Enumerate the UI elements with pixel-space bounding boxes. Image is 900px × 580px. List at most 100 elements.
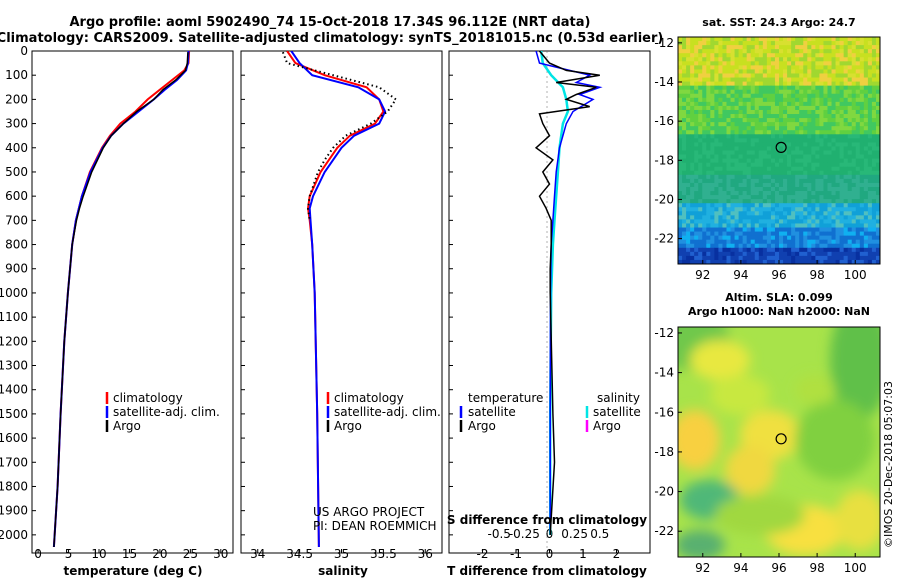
sst-cell	[754, 118, 760, 123]
sst-cell	[835, 162, 840, 168]
sst-cell	[694, 57, 699, 62]
sst-cell	[807, 69, 812, 74]
sst-cell	[875, 53, 880, 58]
sst-cell	[770, 73, 776, 78]
sst-cell	[754, 89, 760, 95]
sst-cell	[762, 243, 768, 249]
sst-cell	[859, 166, 865, 172]
sst-cell	[803, 255, 808, 261]
sst-cell	[875, 255, 880, 261]
sst-cell	[871, 223, 877, 228]
sst-cell	[795, 93, 800, 99]
sst-cell	[714, 57, 719, 62]
sst-cell	[682, 93, 687, 99]
sst-cell	[871, 49, 877, 54]
sst-cell	[795, 227, 800, 232]
sst-cell	[726, 227, 731, 232]
sst-cell	[742, 178, 748, 184]
sst-cell	[742, 255, 748, 261]
sst-cell	[686, 122, 691, 127]
sst-cell	[702, 154, 707, 159]
sst-cell	[819, 223, 824, 228]
sst-cell	[807, 178, 812, 184]
sst-cell	[762, 41, 768, 46]
sst-cell	[766, 239, 772, 245]
sst-cell	[811, 182, 816, 188]
sst-cell	[694, 174, 699, 180]
sst-cell	[742, 203, 748, 208]
sst-cell	[815, 235, 820, 241]
sst-cell	[795, 97, 800, 103]
sst-cell	[766, 93, 772, 99]
sst-cell	[678, 101, 683, 107]
sst-cell	[738, 126, 744, 131]
depth-tick-label: 500	[5, 165, 28, 179]
sst-cell	[750, 162, 756, 168]
sst-cell	[787, 211, 792, 216]
sst-cell	[783, 126, 788, 131]
sst-cell	[686, 146, 691, 151]
sst-cell	[847, 109, 853, 115]
sst-cell	[799, 45, 804, 50]
sst-cell	[718, 207, 723, 212]
sst-cell	[843, 65, 849, 70]
sst-cell	[686, 186, 691, 192]
sst-cell	[859, 49, 865, 54]
sst-cell	[863, 61, 869, 66]
sst-cell	[851, 126, 857, 131]
sst-cell	[726, 114, 731, 119]
sst-cell	[847, 174, 853, 180]
sst-cell	[855, 45, 861, 50]
sst-cell	[819, 57, 824, 62]
sst-cell	[847, 182, 853, 188]
sst-cell	[855, 158, 861, 164]
sst-cell	[698, 150, 703, 155]
sst-cell	[783, 170, 788, 176]
sst-cell	[859, 45, 865, 50]
sst-cell	[754, 49, 760, 54]
sst-cell	[815, 166, 820, 172]
sst-cell	[698, 174, 703, 180]
sst-cell	[779, 41, 784, 46]
sst-cell	[722, 251, 727, 257]
sst-cell	[702, 150, 707, 155]
sst-cell	[758, 97, 764, 103]
sst-cell	[851, 231, 857, 237]
sst-cell	[855, 150, 861, 155]
sst-cell	[823, 37, 828, 42]
sst-cell	[698, 85, 703, 91]
sst-cell	[726, 61, 731, 66]
sst-cell	[722, 138, 727, 143]
series-line-argo	[281, 51, 398, 221]
sst-cell	[831, 65, 836, 70]
sst-cell	[734, 142, 739, 147]
sst-cell	[779, 227, 784, 232]
sst-cell	[843, 93, 849, 99]
sst-cell	[726, 138, 731, 143]
sst-cell	[823, 227, 828, 232]
sst-cell	[698, 41, 703, 46]
sst-cell	[678, 69, 683, 74]
sst-cell	[698, 235, 703, 241]
sst-cell	[803, 182, 808, 188]
sst-cell	[875, 118, 880, 123]
series-line-argo	[53, 52, 189, 548]
sst-cell	[738, 162, 744, 168]
sst-cell	[718, 235, 723, 241]
sst-cell	[718, 219, 723, 224]
sst-cell	[827, 45, 832, 50]
sst-cell	[863, 227, 869, 232]
sst-cell	[867, 57, 873, 62]
sst-cell	[730, 154, 735, 159]
sst-cell	[714, 251, 719, 257]
sst-cell	[718, 49, 723, 54]
sst-cell	[738, 251, 744, 257]
sst-cell	[807, 223, 812, 228]
sst-cell	[690, 170, 695, 176]
sst-cell	[843, 211, 849, 216]
sst-cell	[811, 195, 816, 200]
sst-cell	[819, 118, 824, 123]
sst-cell	[682, 85, 687, 91]
sst-cell	[815, 57, 820, 62]
sst-cell	[855, 259, 861, 264]
